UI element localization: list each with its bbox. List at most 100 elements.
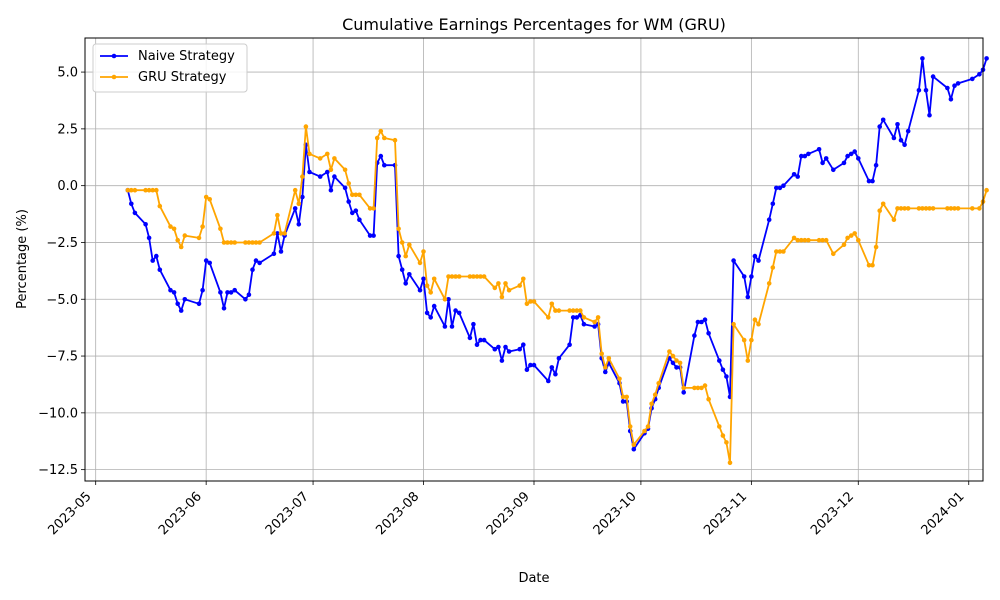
data-point-naive: [506, 349, 512, 354]
series-layer: [125, 56, 989, 466]
data-point-naive: [916, 88, 922, 93]
data-point-naive: [592, 324, 597, 329]
data-point-gru: [603, 365, 608, 370]
data-point-naive: [752, 253, 758, 259]
data-point-naive: [695, 319, 701, 325]
data-point-gru: [699, 385, 704, 391]
data-point-naive: [456, 310, 462, 316]
data-point-gru: [456, 274, 462, 279]
data-point-naive: [428, 315, 434, 320]
data-point-naive: [799, 153, 804, 159]
data-point-naive: [816, 147, 822, 152]
data-point-gru: [574, 308, 580, 313]
data-point-naive: [346, 199, 352, 204]
data-point-gru: [952, 206, 957, 211]
y-tick-label: −7.5: [46, 350, 78, 365]
data-point-gru: [517, 283, 522, 288]
data-point-gru: [599, 351, 604, 357]
data-point-naive: [278, 249, 284, 254]
y-tick-label: 2.5: [57, 122, 78, 137]
legend: Naive Strategy GRU Strategy: [92, 43, 248, 93]
data-point-naive: [146, 235, 152, 241]
data-point-naive: [325, 169, 330, 175]
data-point-gru: [880, 201, 886, 207]
data-point-naive: [848, 151, 854, 157]
data-point-naive: [424, 310, 430, 316]
data-point-gru: [453, 274, 458, 279]
y-tick-label: −5.0: [46, 293, 78, 308]
data-point-gru: [720, 433, 726, 438]
data-point-gru: [207, 197, 212, 202]
data-point-gru: [399, 240, 405, 245]
data-point-naive: [692, 333, 697, 338]
data-point-gru: [296, 201, 302, 207]
data-point-naive: [378, 153, 384, 159]
data-point-naive: [745, 294, 751, 300]
data-point-gru: [745, 358, 751, 363]
data-point-gru: [677, 360, 683, 366]
data-point-gru: [556, 308, 562, 313]
data-point-gru: [282, 231, 287, 236]
data-point-gru: [449, 274, 455, 279]
data-point-naive: [866, 178, 872, 184]
data-point-gru: [756, 321, 761, 327]
data-point-naive: [741, 274, 747, 279]
data-point-gru: [203, 194, 209, 200]
data-point-gru: [171, 226, 177, 232]
data-point-naive: [367, 233, 373, 238]
data-point-gru: [930, 206, 936, 211]
data-point-gru: [670, 353, 676, 359]
data-point-gru: [649, 401, 654, 407]
data-point-gru: [955, 206, 961, 211]
data-point-gru: [396, 226, 401, 232]
data-point-gru: [221, 240, 227, 245]
data-point-naive: [431, 303, 437, 309]
data-point-gru: [656, 381, 661, 386]
data-point-naive: [706, 331, 711, 336]
data-point-gru: [342, 167, 348, 173]
data-point-gru: [799, 237, 804, 243]
data-point-naive: [157, 267, 163, 273]
data-point-gru: [325, 151, 330, 157]
data-point-gru: [143, 187, 148, 193]
data-point-gru: [407, 242, 412, 247]
data-point-gru: [795, 237, 800, 243]
data-point-naive: [407, 272, 412, 277]
data-point-naive: [257, 260, 262, 266]
data-point-naive: [570, 315, 576, 320]
data-point-naive: [781, 183, 786, 188]
data-point-naive: [717, 358, 722, 363]
data-point-naive: [603, 369, 608, 375]
data-point-gru: [645, 424, 651, 429]
data-point-naive: [920, 56, 925, 61]
data-point-naive: [820, 160, 825, 166]
data-point-naive: [774, 185, 779, 191]
data-point-gru: [752, 317, 758, 323]
data-point-naive: [196, 301, 202, 307]
data-point-gru: [374, 135, 380, 141]
data-point-naive: [317, 174, 323, 179]
data-point-gru: [253, 240, 259, 245]
data-point-naive: [927, 112, 932, 118]
data-point-naive: [253, 258, 259, 263]
data-point-naive: [699, 319, 704, 325]
data-point-gru: [823, 237, 829, 243]
data-point-gru: [674, 358, 679, 363]
data-point-gru: [499, 294, 505, 300]
data-point-gru: [232, 240, 237, 245]
data-point-naive: [171, 290, 177, 295]
data-point-gru: [546, 315, 551, 320]
y-axis: −12.5 −10.0 −7.5 −5.0 −2.5 0.0 2.5 5.0: [38, 66, 85, 478]
data-point-gru: [503, 281, 508, 286]
data-point-gru: [531, 299, 537, 304]
data-point-gru: [806, 237, 811, 243]
data-point-naive: [831, 167, 836, 173]
data-point-gru: [178, 244, 184, 250]
data-point-naive: [620, 399, 626, 404]
data-point-gru: [328, 167, 334, 173]
data-point-naive: [275, 231, 280, 236]
data-point-naive: [749, 274, 754, 279]
data-point-gru: [417, 260, 423, 266]
data-point-gru: [332, 156, 337, 161]
data-point-gru: [474, 274, 480, 279]
